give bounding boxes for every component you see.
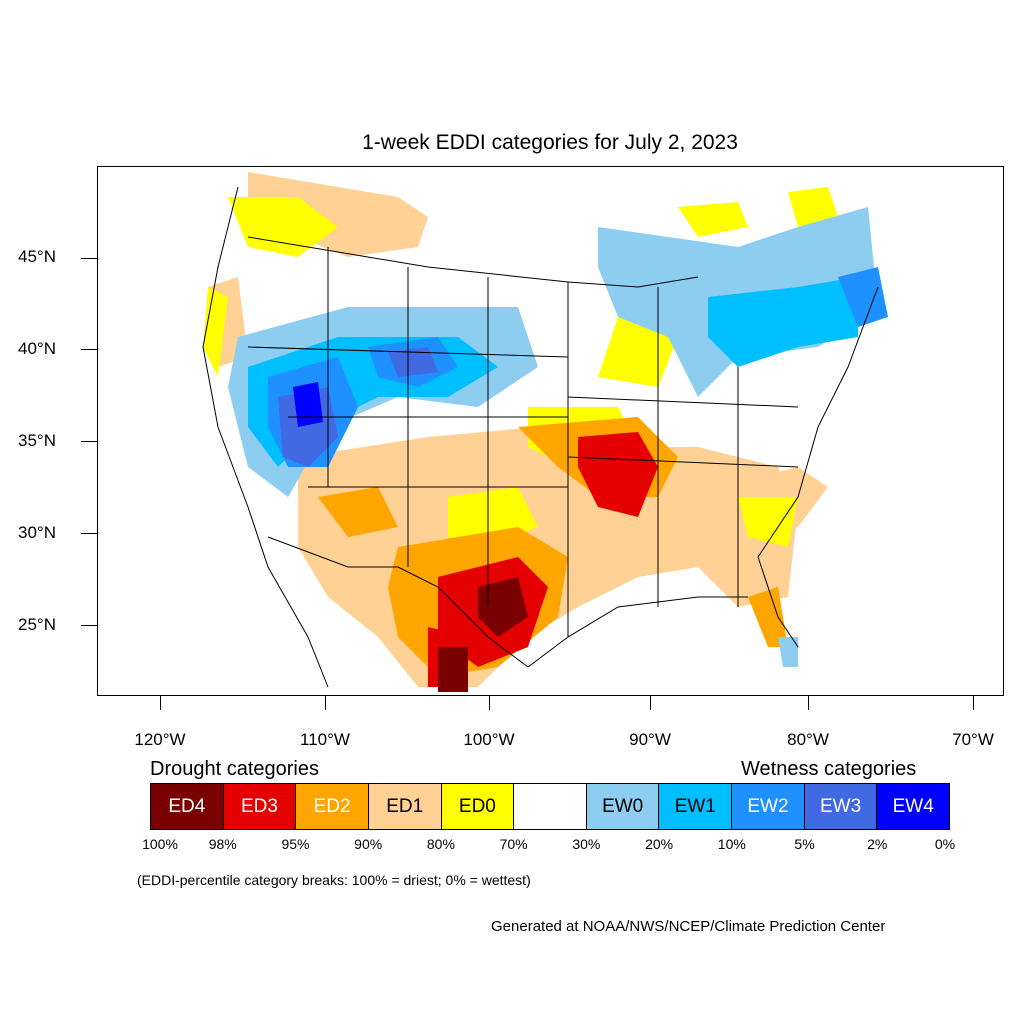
category-legend: ED4 ED3 ED2 ED1 ED0 EW0 EW1 EW2 EW3 EW4 [150,783,950,830]
category-note: (EDDI-percentile category breaks: 100% =… [137,872,531,888]
legend-box-ew2: EW2 [732,784,805,829]
legend-box-ed2: ED2 [296,784,369,829]
legend-box-ew0: EW0 [586,784,660,829]
lat-label: 45°N [18,247,56,266]
ew1-northeast [708,277,858,367]
drought-heading: Drought categories [150,758,319,780]
lon-tick [160,696,161,710]
lon-tick [489,696,490,710]
lon-tick [650,696,651,710]
lon-label: 80°W [787,730,829,749]
percent-break-label: 10% [717,836,746,852]
legend-box-ew4: EW4 [877,784,950,829]
ew2-new-england [838,267,888,327]
lat-label: 25°N [18,615,56,634]
lon-label: 70°W [952,730,994,749]
lon-label: 90°W [629,730,671,749]
wetness-heading: Wetness categories [741,758,917,780]
legend-box-ew1: EW1 [659,784,733,829]
lat-tick [81,349,97,350]
percent-break-label: 30% [572,836,601,852]
lat-tick [81,441,97,442]
legend-box-neutral [514,784,587,829]
ed0-great-lakes-north [678,202,748,237]
boundaries [202,186,879,688]
lat-label: 40°N [18,339,56,358]
state-lines-vertical [327,247,739,637]
eddi-map [97,166,1004,696]
ed2-arizona [318,487,398,537]
ew0-florida-tip [778,637,798,667]
ed4-regions [438,577,528,692]
lat-tick [81,533,97,534]
legend-box-ed3: ED3 [223,784,297,829]
gulf-coast [527,596,748,668]
map-title: 1-week EDDI categories for July 2, 2023 [362,131,738,154]
lon-tick [325,696,326,710]
percent-break-label: 80% [426,836,455,852]
lat-tick [81,258,97,259]
coastline-east [757,286,879,648]
lat-label: 35°N [18,431,56,450]
legend-box-ed4: ED4 [151,784,224,829]
lat-label: 30°N [18,523,56,542]
percent-break-label: 95% [281,836,310,852]
legend-box-ed0: ED0 [441,784,515,829]
ed4-mexico-core [438,647,468,692]
credit-line: Generated at NOAA/NWS/NCEP/Climate Predi… [491,918,886,935]
lon-label: 110°W [300,730,350,749]
ew4-nevada-core [293,382,323,427]
ew3-wyoming [388,347,438,377]
percent-break-label: 70% [499,836,528,852]
lon-label: 100°W [463,730,515,749]
lon-tick [973,696,974,710]
ed0-northwest [228,197,338,257]
ed2-florida [748,587,788,647]
ed4-central-texas [478,577,528,637]
percent-break-label: 100% [142,836,178,852]
legend-box-ew3: EW3 [804,784,878,829]
coastline-west [202,186,329,688]
ew3-regions [278,347,438,467]
ed3-ozarks [578,432,658,517]
ew4-regions [293,382,323,427]
legend-box-ed1: ED1 [368,784,442,829]
percent-break-label: 2% [867,836,888,852]
ed0-southeast [738,497,798,547]
us-mexico-border [267,536,529,668]
percent-break-label: 90% [354,836,383,852]
ed0-quebec [788,187,838,227]
percent-break-label: 5% [794,836,815,852]
lon-tick [808,696,809,710]
ew3-nevada [278,387,338,467]
percent-break-label: 20% [645,836,674,852]
percent-break-label: 0% [934,836,956,852]
ed0-west-coast [203,287,228,377]
percent-break-label: 98% [208,836,237,852]
lat-tick [81,625,97,626]
map-canvas [202,167,898,695]
lon-label: 120°W [134,730,186,749]
